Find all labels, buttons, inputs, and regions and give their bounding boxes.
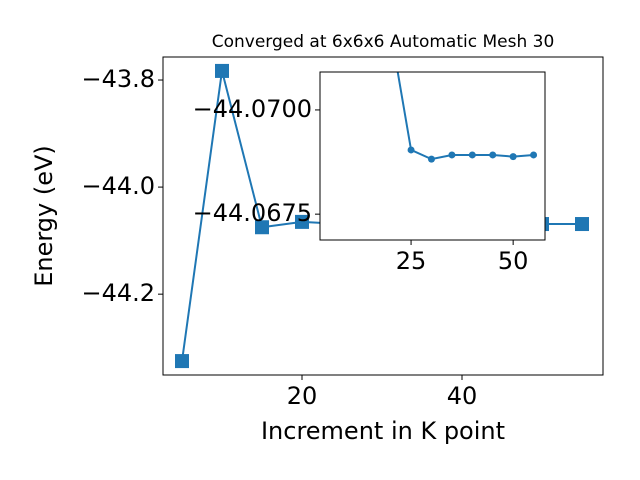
chart-title: Converged at 6x6x6 Automatic Mesh 30 (212, 32, 555, 52)
point (448, 151, 456, 159)
x-tick-label: 20 (287, 382, 318, 410)
y-tick-label: −44.0700 (193, 95, 312, 123)
y-tick-label: −44.0675 (193, 199, 312, 227)
point (509, 153, 517, 161)
point (489, 151, 497, 159)
y-axis-label: Energy (eV) (30, 145, 58, 287)
y-tick-label: −43.8 (81, 65, 155, 93)
y-tick-label: −44.2 (81, 279, 155, 307)
x-tick-label: 25 (396, 247, 427, 275)
point (295, 214, 309, 229)
x-tick-label: 50 (498, 247, 529, 275)
x-tick-label: 40 (447, 382, 478, 410)
axes-frame (319, 71, 546, 241)
point (530, 151, 538, 159)
point (468, 151, 476, 159)
point (427, 155, 435, 163)
axes-frame (162, 56, 604, 376)
x-axis-label: Increment in K point (261, 417, 505, 445)
point (575, 217, 589, 232)
point (175, 354, 189, 369)
plot-area (396, 72, 538, 163)
y-tick-label: −44.0 (81, 172, 155, 200)
point (407, 146, 415, 154)
point (215, 63, 229, 78)
point (255, 220, 269, 235)
